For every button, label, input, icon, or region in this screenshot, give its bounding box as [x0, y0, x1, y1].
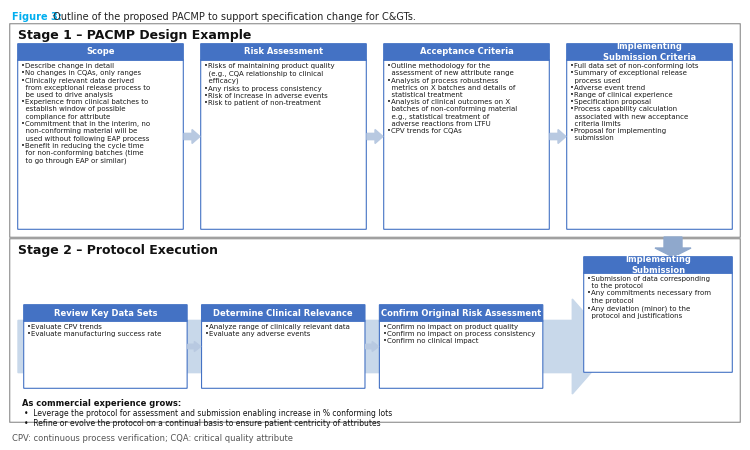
Text: •  Refine or evolve the protocol on a continual basis to ensure patient centrici: • Refine or evolve the protocol on a con…: [24, 419, 380, 428]
Text: •  Leverage the protocol for assessment and submission enabling increase in % co: • Leverage the protocol for assessment a…: [24, 409, 392, 418]
Polygon shape: [18, 299, 614, 394]
FancyBboxPatch shape: [201, 60, 366, 230]
Bar: [584, 265, 732, 273]
Text: CPV: continuous process verification; CQA: critical quality attribute: CPV: continuous process verification; CQ…: [12, 434, 293, 443]
Text: •Risks of maintaining product quality
  (e.g., CQA relationship to clinical
  ef: •Risks of maintaining product quality (e…: [204, 63, 334, 106]
FancyBboxPatch shape: [380, 305, 543, 321]
FancyBboxPatch shape: [380, 321, 543, 388]
Bar: [201, 52, 366, 60]
FancyBboxPatch shape: [10, 238, 740, 422]
FancyBboxPatch shape: [24, 321, 188, 388]
Text: •Confirm no impact on product quality
•Confirm no impact on process consistency
: •Confirm no impact on product quality •C…: [382, 324, 535, 345]
Bar: [24, 313, 187, 321]
FancyBboxPatch shape: [24, 305, 188, 321]
Text: Risk Assessment: Risk Assessment: [244, 48, 323, 57]
Text: Confirm Original Risk Assessment: Confirm Original Risk Assessment: [381, 309, 542, 318]
Text: Implementing
Submission Criteria: Implementing Submission Criteria: [603, 42, 696, 62]
FancyBboxPatch shape: [202, 305, 365, 321]
Text: •Outline methodology for the
  assessment of new attribute range
•Analysis of pr: •Outline methodology for the assessment …: [387, 63, 518, 134]
Text: •Analyze range of clinically relevant data
•Evaluate any adverse events: •Analyze range of clinically relevant da…: [205, 324, 350, 337]
Text: •Submission of data corresponding
  to the protocol
•Any commitments necessary f: •Submission of data corresponding to the…: [587, 276, 711, 319]
FancyBboxPatch shape: [10, 24, 740, 237]
Bar: [18, 52, 183, 60]
Polygon shape: [550, 130, 566, 144]
Text: Acceptance Criteria: Acceptance Criteria: [420, 48, 513, 57]
FancyBboxPatch shape: [584, 256, 732, 273]
Text: Stage 2 – Protocol Execution: Stage 2 – Protocol Execution: [18, 244, 218, 257]
Text: Stage 1 – PACMP Design Example: Stage 1 – PACMP Design Example: [18, 29, 251, 42]
Text: Outline of the proposed PACMP to support specification change for C&GTs.: Outline of the proposed PACMP to support…: [50, 12, 416, 22]
FancyBboxPatch shape: [567, 44, 732, 60]
Bar: [567, 52, 732, 60]
FancyBboxPatch shape: [384, 60, 549, 230]
Bar: [202, 313, 364, 321]
FancyBboxPatch shape: [201, 44, 366, 60]
Bar: [380, 313, 542, 321]
Text: As commercial experience grows:: As commercial experience grows:: [22, 399, 182, 408]
FancyBboxPatch shape: [202, 321, 365, 388]
Text: Figure 3:: Figure 3:: [12, 12, 62, 22]
Text: •Evaluate CPV trends
•Evaluate manufacturing success rate: •Evaluate CPV trends •Evaluate manufactu…: [27, 324, 161, 337]
Text: •Full data set of non-conforming lots
•Summary of exceptional release
  process : •Full data set of non-conforming lots •S…: [570, 63, 698, 141]
Text: Scope: Scope: [86, 48, 115, 57]
Polygon shape: [188, 342, 201, 351]
Text: •Describe change in detail
•No changes in CQAs, only ranges
•Clinically relevant: •Describe change in detail •No changes i…: [21, 63, 150, 164]
Polygon shape: [366, 342, 379, 351]
Bar: [384, 52, 549, 60]
Text: Implementing
Submission: Implementing Submission: [625, 255, 691, 274]
FancyBboxPatch shape: [567, 60, 732, 230]
FancyBboxPatch shape: [584, 273, 732, 372]
FancyBboxPatch shape: [18, 60, 183, 230]
Text: Determine Clinical Relevance: Determine Clinical Relevance: [214, 309, 353, 318]
Polygon shape: [367, 130, 383, 144]
FancyBboxPatch shape: [384, 44, 549, 60]
Polygon shape: [184, 130, 200, 144]
FancyBboxPatch shape: [18, 44, 183, 60]
Polygon shape: [655, 237, 691, 257]
Text: Review Key Data Sets: Review Key Data Sets: [54, 309, 158, 318]
